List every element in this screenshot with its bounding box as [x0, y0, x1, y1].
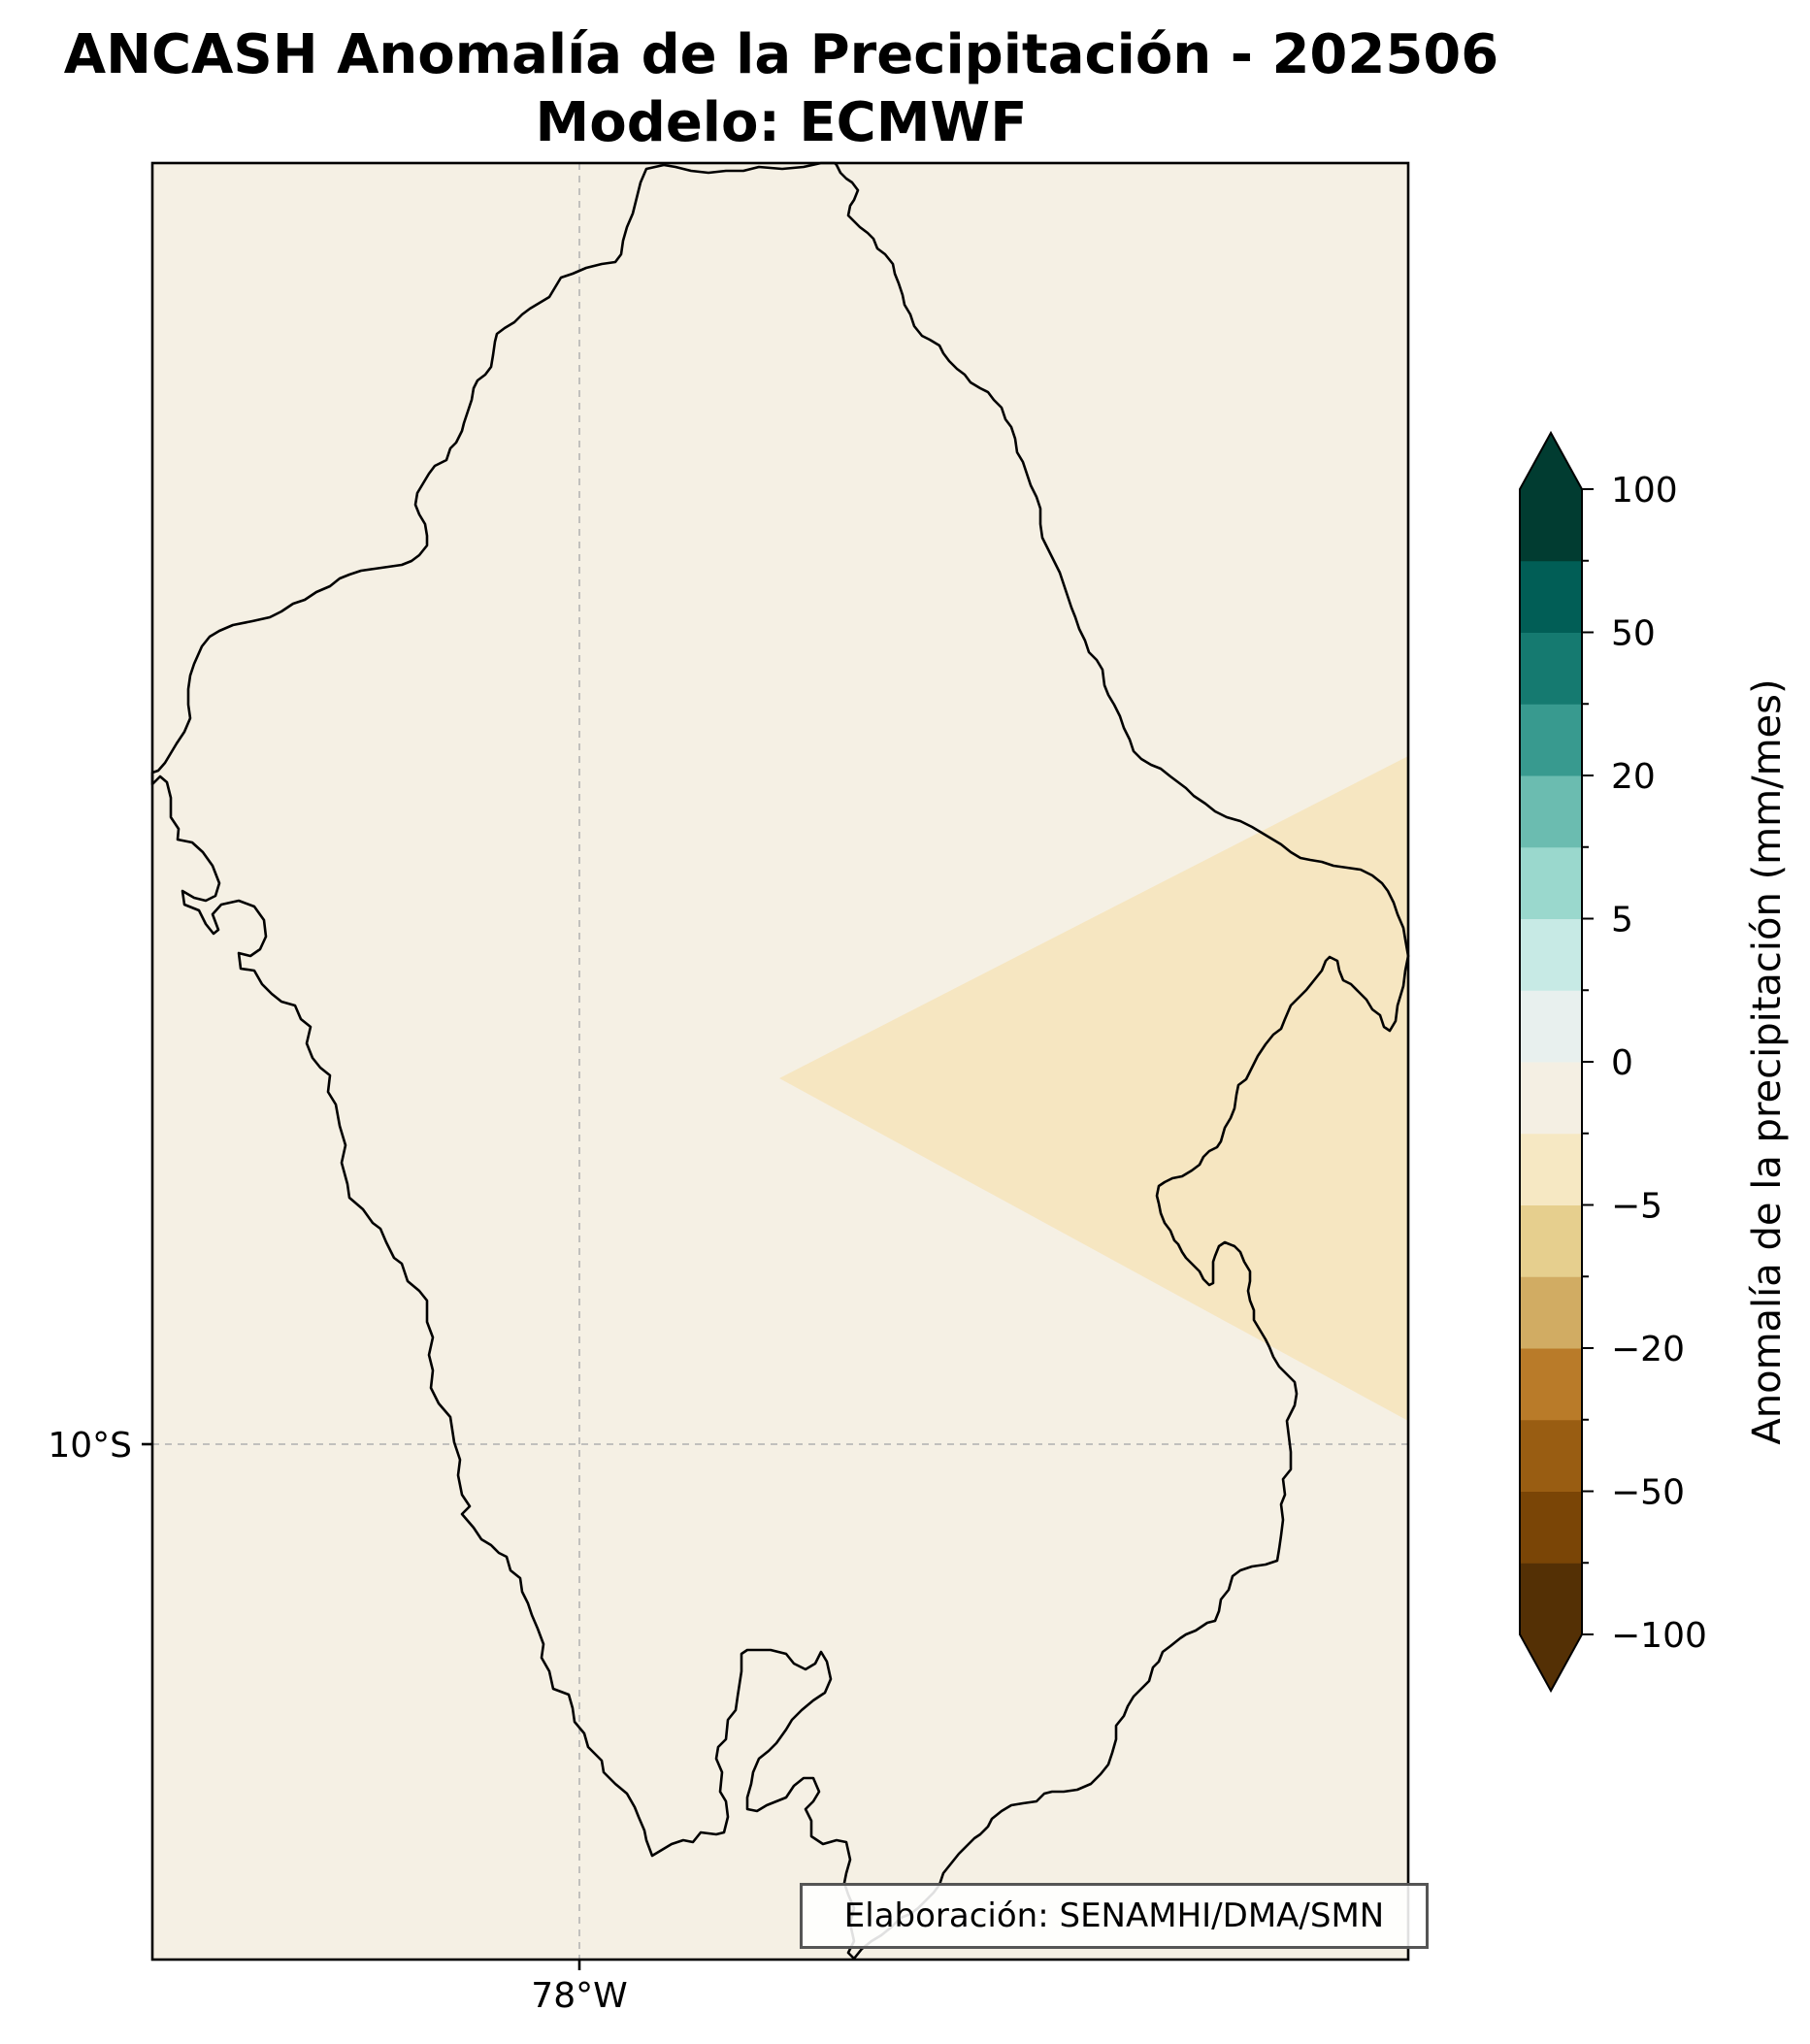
colorbar-segment — [1520, 560, 1582, 633]
colorbar-segment — [1520, 632, 1582, 705]
colorbar-tick-label: −5 — [1611, 1187, 1662, 1227]
colorbar-segment — [1520, 1133, 1582, 1205]
colorbar-segment — [1520, 918, 1582, 991]
colorbar-tick-label: −20 — [1611, 1330, 1685, 1369]
colorbar-segment — [1520, 1563, 1582, 1635]
colorbar-tick-label: 5 — [1611, 901, 1633, 940]
colorbar-extend-over — [1520, 433, 1582, 489]
colorbar-segment — [1520, 1348, 1582, 1421]
colorbar-segment — [1520, 1276, 1582, 1349]
colorbar-segment — [1520, 704, 1582, 776]
anomaly-fill-area — [779, 756, 1408, 1421]
colorbar-segment — [1520, 846, 1582, 919]
credit-text: Elaboración: SENAMHI/DMA/SMN — [843, 1896, 1385, 1935]
colorbar-segment — [1520, 990, 1582, 1063]
colorbar-tick-label: 20 — [1611, 757, 1656, 797]
colorbar-segments — [1520, 489, 1582, 1635]
colorbar-segment — [1520, 1491, 1582, 1564]
colorbar-segment — [1520, 1204, 1582, 1277]
colorbar-segment — [1520, 1062, 1582, 1135]
map-panel: 78°W 10°S — [48, 161, 1410, 2016]
lat-tick-label: 10°S — [48, 1426, 132, 1466]
colorbar-tick-label: 0 — [1611, 1043, 1633, 1083]
credit-box: Elaboración: SENAMHI/DMA/SMN — [800, 1883, 1429, 1949]
colorbar-tick-label: −100 — [1611, 1616, 1707, 1656]
colorbar-segment — [1520, 489, 1582, 562]
colorbar-segment — [1520, 775, 1582, 848]
colorbar-tick-label: −50 — [1611, 1473, 1685, 1513]
map-frame — [150, 161, 1410, 1962]
lon-tick-label: 78°W — [531, 1976, 627, 2016]
colorbar-extend-under — [1520, 1634, 1582, 1691]
colorbar-tick-label: 100 — [1611, 471, 1678, 511]
colorbar-label: Anomalía de la precipitación (mm/mes) — [1745, 678, 1790, 1444]
map-title: ANCASH Anomalía de la Precipitación - 20… — [0, 21, 1563, 157]
title-line-2: Modelo: ECMWF — [535, 91, 1028, 154]
colorbar-tick-label: 50 — [1611, 614, 1656, 654]
colorbar-segment — [1520, 1419, 1582, 1492]
title-line-1: ANCASH Anomalía de la Precipitación - 20… — [63, 23, 1499, 86]
region-boundary — [150, 161, 1410, 1961]
